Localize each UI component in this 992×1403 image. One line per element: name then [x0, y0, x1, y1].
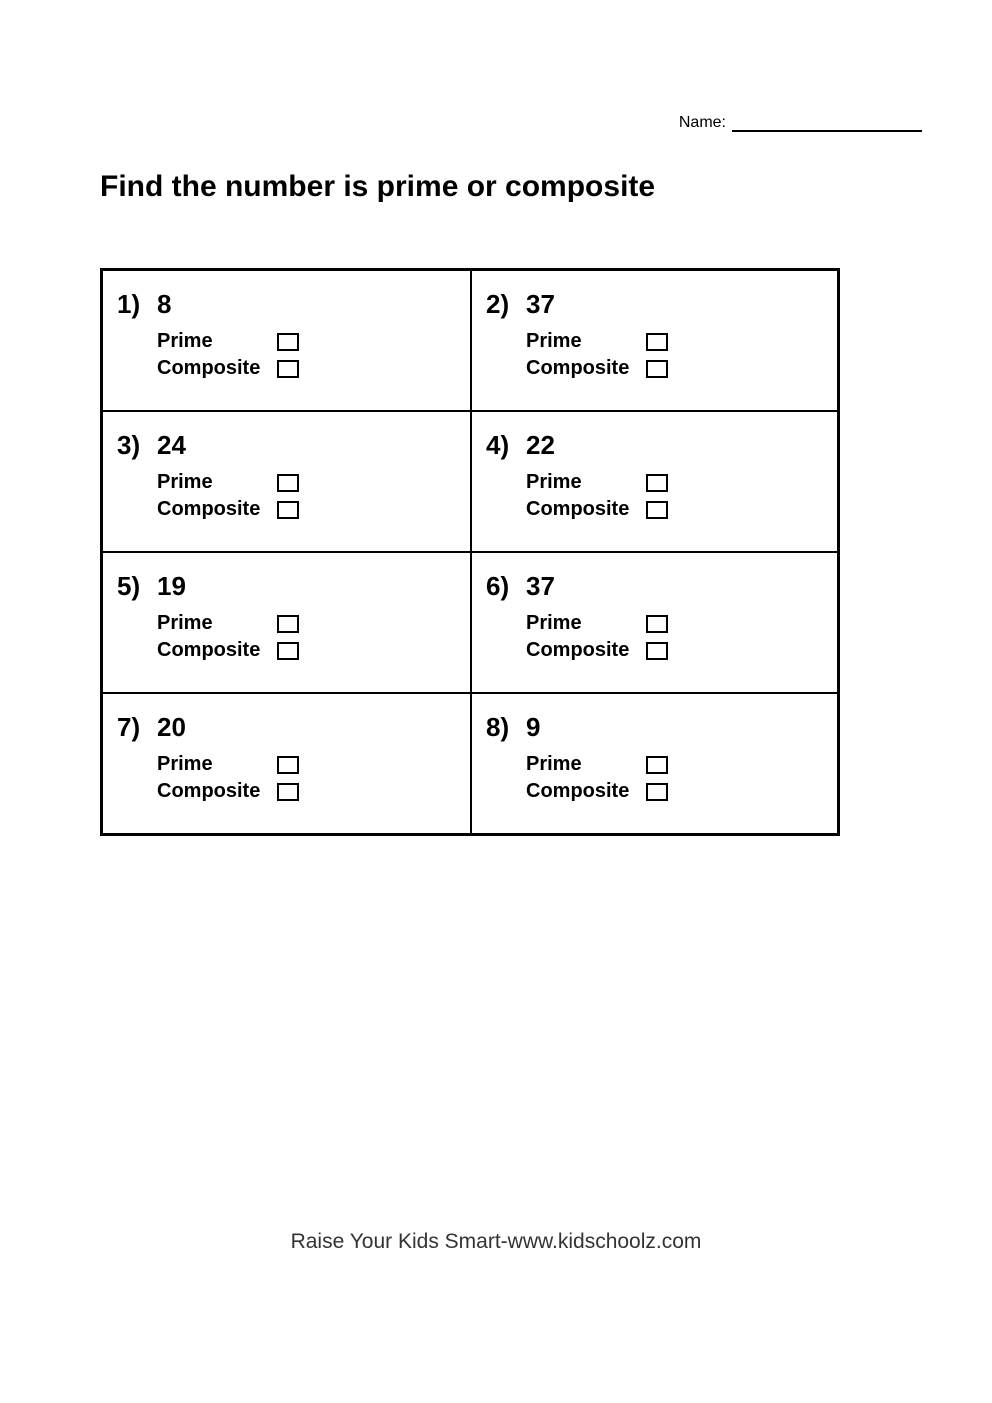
question-value: 19	[157, 571, 456, 602]
composite-label: Composite	[526, 357, 646, 380]
composite-option: Composite	[526, 639, 823, 662]
prime-option: Prime	[526, 753, 823, 776]
composite-option: Composite	[526, 780, 823, 803]
prime-label: Prime	[526, 471, 646, 494]
composite-checkbox[interactable]	[646, 501, 668, 519]
question-value: 24	[157, 430, 456, 461]
question-value: 9	[526, 712, 823, 743]
name-label: Name:	[679, 114, 726, 132]
prime-option: Prime	[157, 471, 456, 494]
question-cell: 5) 19 Prime Composite	[103, 553, 470, 692]
question-value: 20	[157, 712, 456, 743]
question-value: 37	[526, 571, 823, 602]
composite-checkbox[interactable]	[646, 360, 668, 378]
prime-label: Prime	[526, 612, 646, 635]
composite-checkbox[interactable]	[277, 783, 299, 801]
prime-checkbox[interactable]	[646, 474, 668, 492]
name-input-line[interactable]	[732, 130, 922, 132]
prime-label: Prime	[157, 753, 277, 776]
question-cell: 2) 37 Prime Composite	[470, 271, 837, 410]
question-number: 8)	[486, 712, 526, 807]
question-number: 2)	[486, 289, 526, 384]
composite-label: Composite	[526, 498, 646, 521]
composite-option: Composite	[157, 357, 456, 380]
question-number: 1)	[117, 289, 157, 384]
question-body: 20 Prime Composite	[157, 712, 456, 807]
question-value: 37	[526, 289, 823, 320]
prime-checkbox[interactable]	[277, 333, 299, 351]
composite-label: Composite	[157, 639, 277, 662]
question-body: 37 Prime Composite	[526, 571, 823, 666]
prime-checkbox[interactable]	[646, 333, 668, 351]
question-grid: 1) 8 Prime Composite 2) 37 Prime	[100, 268, 840, 836]
prime-checkbox[interactable]	[646, 615, 668, 633]
prime-option: Prime	[526, 330, 823, 353]
question-cell: 3) 24 Prime Composite	[103, 412, 470, 551]
grid-row: 1) 8 Prime Composite 2) 37 Prime	[103, 271, 837, 410]
question-body: 24 Prime Composite	[157, 430, 456, 525]
composite-checkbox[interactable]	[277, 501, 299, 519]
question-value: 8	[157, 289, 456, 320]
composite-label: Composite	[526, 780, 646, 803]
composite-checkbox[interactable]	[646, 783, 668, 801]
composite-label: Composite	[157, 780, 277, 803]
composite-option: Composite	[526, 357, 823, 380]
prime-option: Prime	[157, 330, 456, 353]
prime-label: Prime	[526, 753, 646, 776]
question-cell: 8) 9 Prime Composite	[470, 694, 837, 833]
prime-label: Prime	[157, 612, 277, 635]
prime-checkbox[interactable]	[277, 615, 299, 633]
composite-option: Composite	[157, 498, 456, 521]
question-cell: 7) 20 Prime Composite	[103, 694, 470, 833]
composite-label: Composite	[157, 498, 277, 521]
composite-checkbox[interactable]	[277, 642, 299, 660]
composite-option: Composite	[526, 498, 823, 521]
question-body: 8 Prime Composite	[157, 289, 456, 384]
prime-option: Prime	[157, 612, 456, 635]
question-value: 22	[526, 430, 823, 461]
question-body: 22 Prime Composite	[526, 430, 823, 525]
prime-checkbox[interactable]	[277, 474, 299, 492]
prime-label: Prime	[526, 330, 646, 353]
composite-checkbox[interactable]	[277, 360, 299, 378]
prime-checkbox[interactable]	[646, 756, 668, 774]
question-cell: 1) 8 Prime Composite	[103, 271, 470, 410]
prime-checkbox[interactable]	[277, 756, 299, 774]
question-number: 5)	[117, 571, 157, 666]
question-cell: 4) 22 Prime Composite	[470, 412, 837, 551]
question-body: 9 Prime Composite	[526, 712, 823, 807]
worksheet-title: Find the number is prime or composite	[100, 170, 655, 204]
composite-label: Composite	[526, 639, 646, 662]
composite-option: Composite	[157, 780, 456, 803]
question-number: 4)	[486, 430, 526, 525]
grid-row: 3) 24 Prime Composite 4) 22 Prime	[103, 410, 837, 551]
question-body: 37 Prime Composite	[526, 289, 823, 384]
grid-row: 7) 20 Prime Composite 8) 9 Prime	[103, 692, 837, 833]
composite-checkbox[interactable]	[646, 642, 668, 660]
prime-option: Prime	[157, 753, 456, 776]
prime-option: Prime	[526, 612, 823, 635]
composite-option: Composite	[157, 639, 456, 662]
question-number: 3)	[117, 430, 157, 525]
prime-option: Prime	[526, 471, 823, 494]
grid-row: 5) 19 Prime Composite 6) 37 Prime	[103, 551, 837, 692]
question-number: 7)	[117, 712, 157, 807]
composite-label: Composite	[157, 357, 277, 380]
question-body: 19 Prime Composite	[157, 571, 456, 666]
prime-label: Prime	[157, 471, 277, 494]
question-cell: 6) 37 Prime Composite	[470, 553, 837, 692]
name-field: Name:	[679, 114, 922, 132]
footer-text: Raise Your Kids Smart-www.kidschoolz.com	[0, 1230, 992, 1254]
question-number: 6)	[486, 571, 526, 666]
prime-label: Prime	[157, 330, 277, 353]
